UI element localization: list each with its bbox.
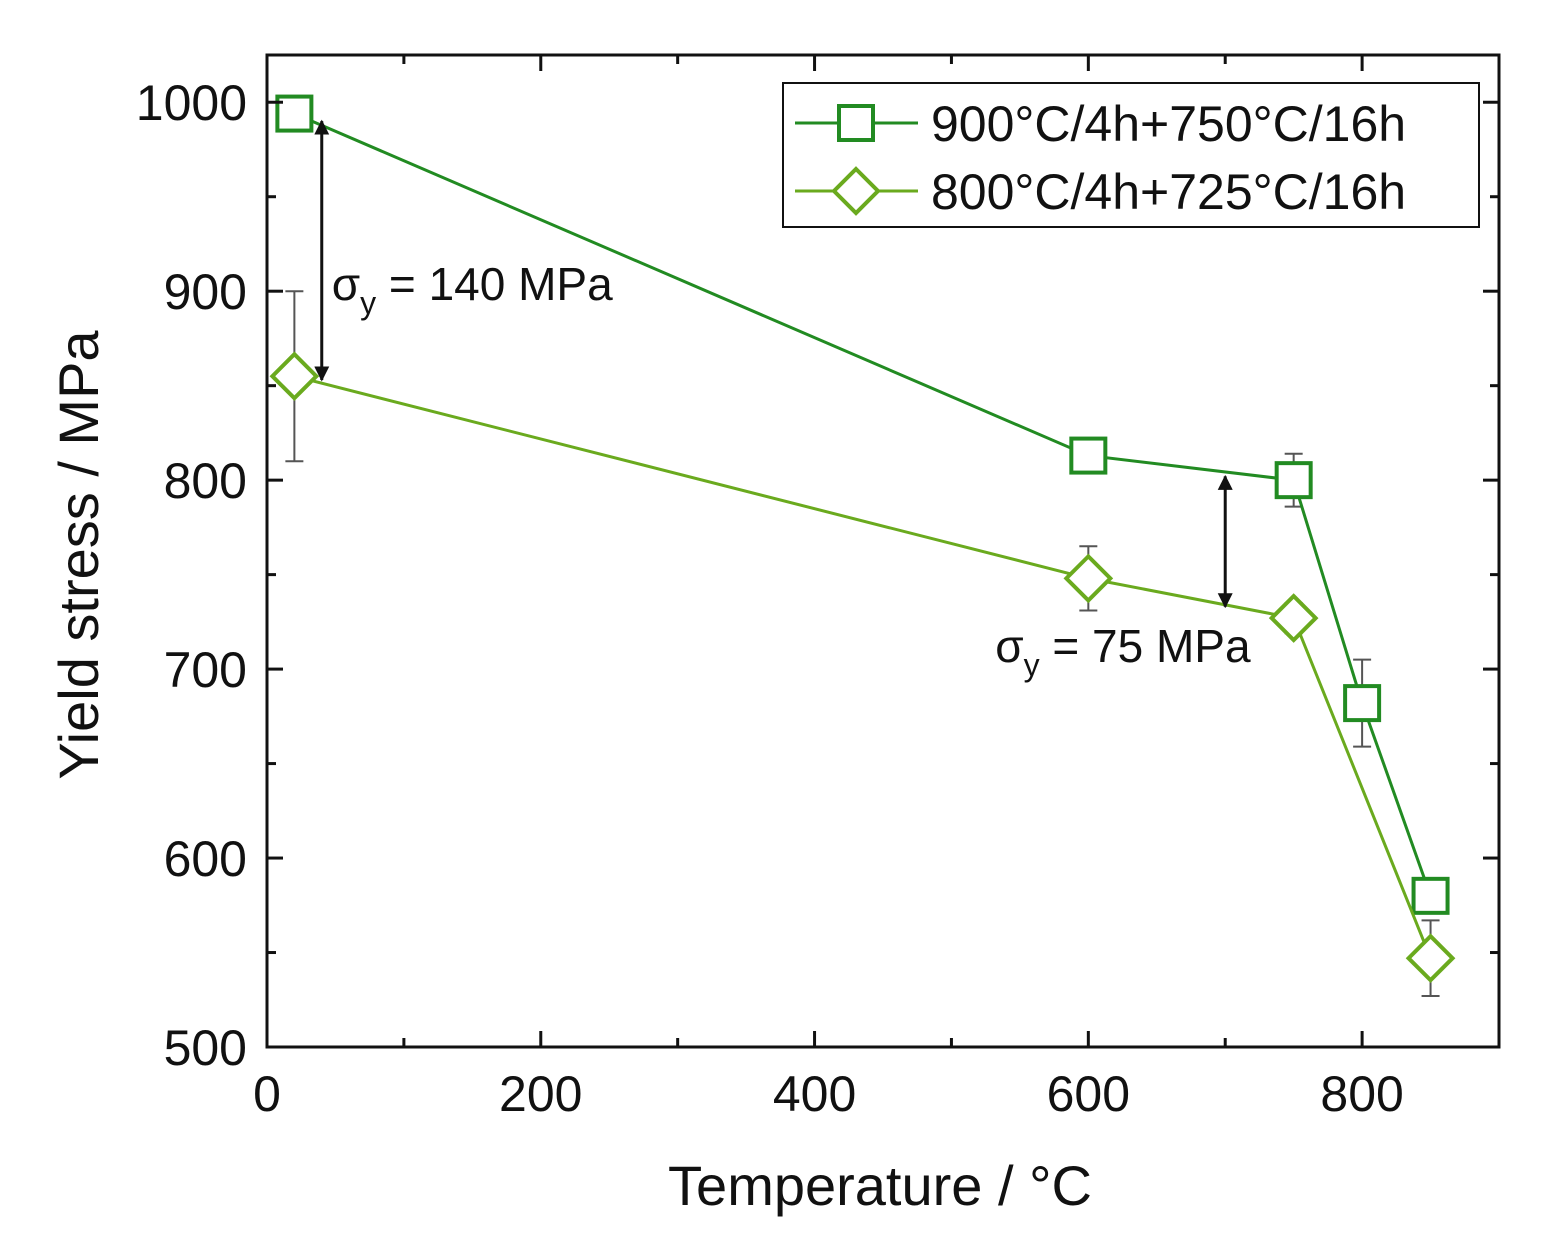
y-tick-label: 800	[164, 453, 247, 509]
plot-frame	[265, 53, 1501, 1049]
y-tick-label: 500	[164, 1020, 247, 1076]
y-tick-label: 900	[164, 264, 247, 320]
series-2	[269, 290, 1456, 997]
data-point-diamond	[1268, 593, 1319, 643]
series-line	[294, 374, 1432, 959]
data-point-diamond	[1405, 933, 1456, 984]
data-point-diamond	[831, 166, 881, 216]
legend-label: 800°C/4h+725°C/16h	[931, 164, 1406, 220]
x-axis-title: Temperature / °C	[668, 1154, 1092, 1217]
series-1	[275, 94, 1450, 915]
y-tick-label: 600	[164, 831, 247, 887]
x-tick-label: 400	[773, 1066, 856, 1122]
legend-label: 900°C/4h+750°C/16h	[931, 96, 1406, 152]
data-point-square	[837, 104, 875, 142]
data-point-diamond	[269, 351, 320, 402]
series-line	[293, 112, 1432, 897]
x-tick-label: 600	[1047, 1066, 1130, 1122]
x-tick-label: 0	[253, 1066, 281, 1122]
x-tick-label: 800	[1320, 1066, 1403, 1122]
data-point-square	[1411, 876, 1450, 915]
x-tick-label: 200	[499, 1066, 582, 1122]
difference-label: σy = 140 MPa	[332, 258, 613, 321]
y-tick-label: 700	[164, 642, 247, 698]
y-axis-title: Yield stress / MPa	[47, 330, 110, 780]
data-point-square	[1274, 461, 1313, 500]
y-tick-label: 1000	[136, 75, 247, 131]
data-point-square	[1343, 684, 1382, 723]
data-point-square	[1069, 436, 1108, 475]
legend-box	[782, 82, 1480, 228]
difference-label: σy = 75 MPa	[995, 620, 1251, 683]
data-point-diamond	[1063, 553, 1114, 604]
data-point-square	[275, 94, 314, 133]
